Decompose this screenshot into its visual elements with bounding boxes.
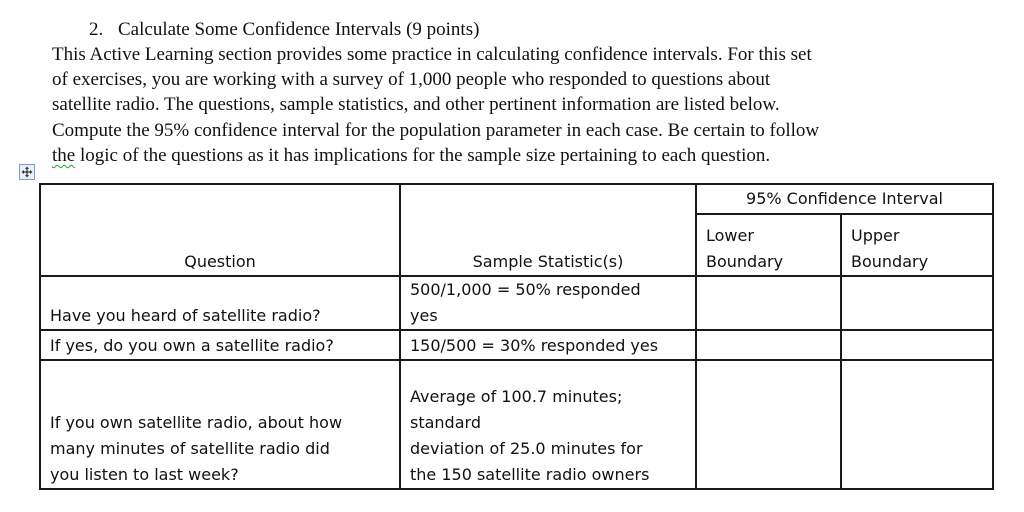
statistic-text: Average of 100.7 minutes;: [410, 387, 623, 406]
intro-line: satellite radio. The questions, sample s…: [52, 94, 780, 116]
upper-boundary-input[interactable]: [840, 275, 994, 331]
upper-boundary-input[interactable]: [840, 329, 994, 361]
question-text: many minutes of satellite radio did: [50, 439, 330, 458]
header-lower-line: Boundary: [706, 252, 784, 271]
section-number: 2.: [89, 19, 104, 40]
move-arrows-icon: [21, 166, 33, 178]
confidence-interval-table: Question Sample Statistic(s) 95% Confide…: [39, 183, 994, 490]
statistic-cell[interactable]: 150/500 = 30% responded yes: [399, 329, 697, 361]
question-text: If you own satellite radio, about how: [50, 413, 343, 432]
header-question-label: Question: [184, 252, 256, 271]
question-text: Have you heard of satellite radio?: [50, 306, 321, 325]
section-heading: 2. Calculate Some Confidence Intervals (9…: [89, 18, 479, 42]
header-sample-statistics-label: Sample Statistic(s): [472, 252, 624, 271]
header-upper-line: Upper: [851, 226, 900, 245]
question-cell[interactable]: Have you heard of satellite radio?: [39, 275, 401, 331]
statistic-cell[interactable]: 500/1,000 = 50% responded yes: [399, 275, 697, 331]
statistic-text: standard: [410, 413, 481, 432]
statistic-cell[interactable]: Average of 100.7 minutes; standard devia…: [399, 359, 697, 490]
intro-line-rest: logic of the questions as it has implica…: [75, 144, 771, 166]
table-move-handle[interactable]: [19, 164, 35, 180]
header-question: Question: [39, 183, 401, 277]
table-row: If you own satellite radio, about how ma…: [39, 359, 994, 490]
lower-boundary-input[interactable]: [695, 359, 842, 490]
lower-boundary-input[interactable]: [695, 275, 842, 331]
statistic-text: yes: [410, 306, 438, 325]
question-text: If yes, do you own a satellite radio?: [50, 336, 334, 355]
header-ci-group-label: 95% Confidence Interval: [746, 189, 943, 208]
table-row: If yes, do you own a satellite radio? 15…: [39, 329, 994, 361]
statistic-text: 500/1,000 = 50% responded: [410, 280, 641, 299]
header-upper-line: Boundary: [851, 252, 929, 271]
header-lower-line: Lower: [706, 226, 754, 245]
question-text: you listen to last week?: [50, 465, 239, 484]
statistic-text: 150/500 = 30% responded yes: [410, 336, 659, 355]
intro-line: of exercises, you are working with a sur…: [52, 69, 771, 91]
statistic-text: the 150 satellite radio owners: [410, 465, 650, 484]
intro-line: Compute the 95% confidence interval for …: [52, 119, 820, 141]
header-sample-statistics: Sample Statistic(s): [399, 183, 697, 277]
header-lower-boundary: Lower Boundary: [695, 213, 842, 277]
upper-boundary-input[interactable]: [840, 359, 994, 490]
lower-boundary-input[interactable]: [695, 329, 842, 361]
header-ci-group: 95% Confidence Interval: [695, 183, 994, 215]
table-row: Have you heard of satellite radio? 500/1…: [39, 275, 994, 331]
intro-line: This Active Learning section provides so…: [52, 44, 812, 65]
section-title: Calculate Some Confidence Intervals (9 p…: [118, 19, 480, 40]
question-cell[interactable]: If yes, do you own a satellite radio?: [39, 329, 401, 361]
question-cell[interactable]: If you own satellite radio, about how ma…: [39, 359, 401, 490]
statistic-text: deviation of 25.0 minutes for: [410, 439, 643, 458]
intro-paragraph: This Active Learning section provides so…: [52, 42, 952, 168]
intro-line: the logic of the questions as it has imp…: [52, 143, 952, 168]
header-upper-boundary: Upper Boundary: [840, 213, 994, 277]
grammar-flag-word[interactable]: the: [52, 144, 76, 166]
